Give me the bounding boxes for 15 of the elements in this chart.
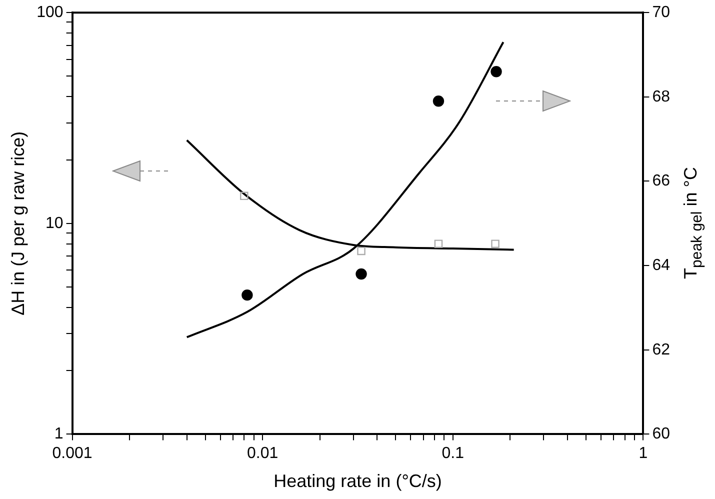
y2-tick-label: 64 <box>652 256 670 274</box>
y-tick-label: 1 <box>54 426 64 443</box>
y2-tick-label: 68 <box>652 88 670 106</box>
y-tick-label: 100 <box>36 4 64 22</box>
x-axis-title: Heating rate in (°C/s) <box>274 471 442 492</box>
x-tick-label: 0.1 <box>442 445 464 462</box>
x-tick-label: 0.01 <box>247 445 278 462</box>
y2-tick-label: 62 <box>652 341 670 358</box>
y2-tick-label: 70 <box>652 4 670 22</box>
y2-tick-label: 66 <box>652 172 670 190</box>
y2-tick-label: 60 <box>652 426 670 443</box>
y-tick-label: 10 <box>46 214 64 232</box>
x-tick-label: 0.001 <box>52 445 92 462</box>
x-tick-label: 1 <box>638 445 648 462</box>
y-axis-title: ΔH in (J per g raw rice) <box>8 131 28 316</box>
